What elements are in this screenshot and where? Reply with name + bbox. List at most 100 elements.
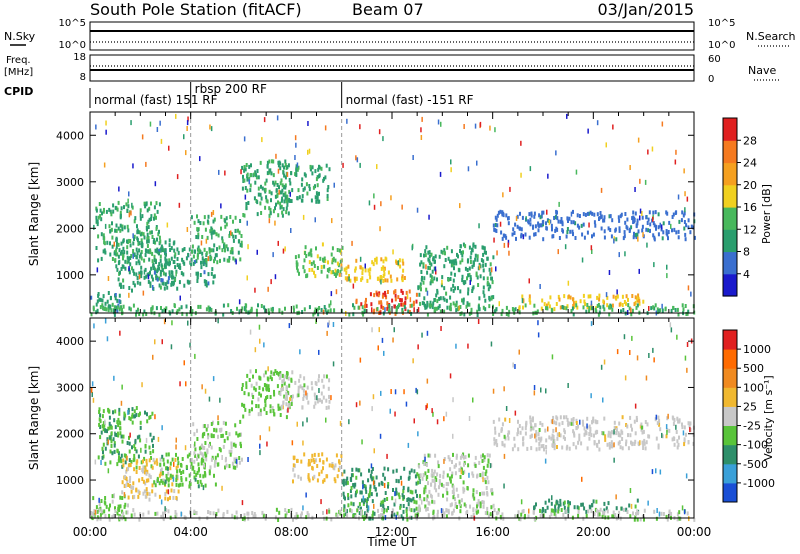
echo-cell xyxy=(159,239,162,244)
echo-cell xyxy=(681,210,684,215)
echo-cell xyxy=(185,464,188,469)
echo-cell xyxy=(277,403,280,408)
echo-cell xyxy=(461,274,464,279)
echo-cell xyxy=(360,277,363,282)
echo-cell xyxy=(586,446,589,451)
echo-cell xyxy=(232,256,235,261)
echo-cell xyxy=(372,510,375,515)
echo-cell xyxy=(194,441,196,447)
echo-cell xyxy=(108,425,111,430)
nave-top-tick: 60 xyxy=(708,54,721,65)
echo-cell xyxy=(292,463,295,468)
echo-cell xyxy=(242,213,245,217)
echo-cell xyxy=(370,463,373,469)
echo-cell xyxy=(397,479,400,484)
echo-cell xyxy=(113,418,116,423)
echo-cell xyxy=(125,469,128,474)
echo-cell xyxy=(301,177,304,182)
echo-cell xyxy=(569,229,572,234)
echo-cell xyxy=(465,304,468,309)
echo-cell xyxy=(547,426,549,432)
echo-cell xyxy=(483,246,486,251)
echo-cell xyxy=(399,264,402,269)
echo-cell xyxy=(504,417,507,422)
echo-cell xyxy=(633,302,636,307)
echo-cell xyxy=(524,232,527,237)
echo-cell xyxy=(350,478,353,482)
echo-cell xyxy=(624,251,626,257)
echo-cell xyxy=(452,452,454,457)
echo-cell xyxy=(472,243,475,248)
echo-cell xyxy=(208,443,211,448)
echo-cell xyxy=(373,308,376,313)
echo-cell xyxy=(449,295,452,300)
echo-cell xyxy=(634,439,637,444)
echo-cell xyxy=(519,517,522,522)
echo-cell xyxy=(380,201,382,207)
echo-cell xyxy=(313,270,315,275)
echo-cell xyxy=(298,195,301,200)
echo-cell xyxy=(154,511,157,516)
echo-cell xyxy=(107,407,110,412)
echo-cell xyxy=(225,463,228,468)
freq-label: Freq. xyxy=(6,55,31,66)
echo-cell xyxy=(116,267,119,272)
echo-cell xyxy=(394,389,397,395)
echo-cell xyxy=(625,439,628,444)
echo-cell xyxy=(428,501,431,506)
echo-cell xyxy=(128,212,131,218)
echo-cell xyxy=(225,216,228,221)
echo-cell xyxy=(290,228,292,233)
echo-cell xyxy=(552,428,555,433)
echo-cell xyxy=(207,435,210,440)
echo-cell xyxy=(248,164,251,169)
echo-cell xyxy=(121,439,124,444)
echo-cell xyxy=(463,502,466,507)
echo-cell xyxy=(419,301,422,306)
echo-cell xyxy=(164,510,166,515)
echo-cell xyxy=(621,303,624,307)
echo-cell xyxy=(111,257,114,261)
echo-cell xyxy=(572,301,575,306)
echo-cell xyxy=(293,473,296,478)
echo-cell xyxy=(607,226,610,231)
echo-cell xyxy=(559,498,562,503)
echo-cell xyxy=(142,491,145,496)
echo-cell xyxy=(226,436,229,441)
echo-cell xyxy=(126,239,128,244)
echo-cell xyxy=(665,229,668,233)
echo-cell xyxy=(141,477,144,481)
echo-cell xyxy=(481,491,484,496)
echo-cell xyxy=(598,293,601,298)
echo-cell xyxy=(145,312,148,316)
echo-cell xyxy=(553,216,556,220)
echo-cell xyxy=(423,453,426,458)
echo-cell xyxy=(115,264,118,269)
echo-cell xyxy=(136,280,139,285)
echo-cell xyxy=(186,126,188,131)
echo-cell xyxy=(211,234,213,240)
echo-cell xyxy=(325,398,328,403)
echo-cell xyxy=(294,135,297,141)
echo-cell xyxy=(668,220,671,225)
echo-cell xyxy=(407,497,410,502)
echo-cell xyxy=(433,479,436,483)
echo-cell xyxy=(330,291,333,297)
echo-cell xyxy=(606,303,609,308)
echo-cell xyxy=(493,437,496,442)
echo-cell xyxy=(272,173,275,178)
echo-cell xyxy=(545,226,548,231)
echo-cell xyxy=(594,419,597,424)
echo-cell xyxy=(290,398,293,402)
echo-cell xyxy=(336,271,339,276)
echo-cell xyxy=(134,438,137,443)
echo-cell xyxy=(329,308,332,313)
echo-cell xyxy=(127,238,130,243)
echo-cell xyxy=(143,258,146,263)
echo-cell xyxy=(153,205,156,210)
echo-cell xyxy=(212,248,215,253)
echo-cell xyxy=(145,274,148,279)
echo-cell xyxy=(201,452,204,457)
echo-cell xyxy=(318,306,321,310)
echo-cell xyxy=(240,243,243,248)
